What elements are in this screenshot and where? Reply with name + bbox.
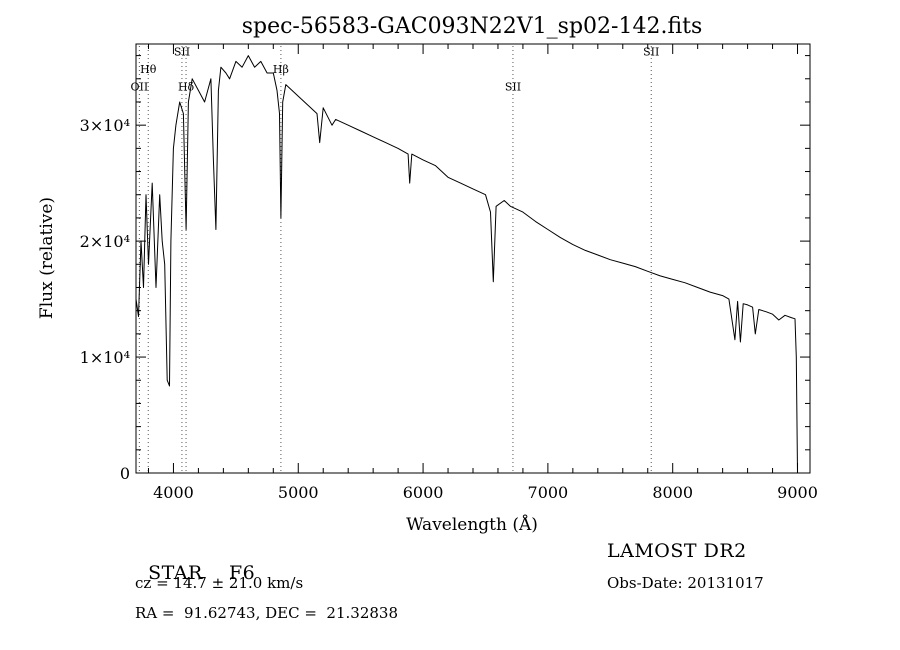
x-tick-label: 4000 [153, 483, 194, 502]
y-axis-label: Flux (relative) [37, 197, 57, 319]
class-label: STAR [148, 562, 203, 584]
x-tick-label: 6000 [403, 483, 444, 502]
x-tick-label: 5000 [278, 483, 319, 502]
x-tick-label: 8000 [652, 483, 693, 502]
chart-title: spec-56583-GAC093N22V1_sp02-142.fits [242, 14, 703, 39]
coordinates-label: RA = 91.62743, DEC = 21.32838 [135, 604, 399, 622]
survey-label: LAMOST DR2 [607, 540, 747, 562]
x-axis-label: Wavelength (Å) [406, 514, 538, 535]
x-tick-label: 9000 [777, 483, 818, 502]
object-class: STAR F6 [135, 540, 255, 584]
y-tick-label: 1×10⁴ [80, 348, 130, 367]
emission-line-label: Hβ [273, 63, 289, 76]
spectrum-line [135, 55, 798, 474]
redshift-label: cz = 14.7 ± 21.0 km/s [135, 574, 304, 592]
emission-line-label: SII [505, 80, 521, 93]
subclass-label: F6 [228, 562, 256, 584]
emission-line-label: OII [131, 80, 149, 93]
emission-line-label: Hθ [140, 63, 157, 76]
emission-line-label: SII [174, 46, 190, 59]
emission-line-label: SII [643, 46, 659, 59]
y-tick-label: 2×10⁴ [80, 232, 130, 251]
y-tick-label: 0 [120, 464, 130, 483]
obs-date-label: Obs-Date: 20131017 [607, 574, 764, 592]
y-tick-label: 3×10⁴ [80, 116, 130, 135]
x-tick-label: 7000 [528, 483, 569, 502]
plot-frame [135, 43, 811, 474]
